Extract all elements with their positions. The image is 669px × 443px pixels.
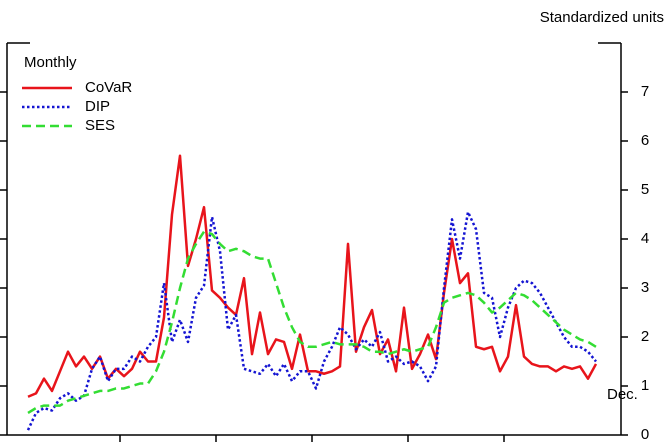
y-tick-label: 0 bbox=[641, 426, 649, 443]
series-line bbox=[26, 210, 597, 431]
legend-title: Monthly bbox=[24, 54, 77, 71]
y-tick-label: 4 bbox=[641, 230, 649, 247]
annotation: Dec. bbox=[607, 386, 638, 403]
y-tick-label: 5 bbox=[641, 181, 649, 198]
series-line bbox=[27, 154, 598, 398]
y-tick-label: 3 bbox=[641, 279, 649, 296]
legend-label: CoVaR bbox=[85, 79, 132, 96]
legend-label: SES bbox=[85, 117, 115, 134]
series-line bbox=[27, 230, 597, 415]
y-tick-label: 6 bbox=[641, 132, 649, 149]
y-tick-label: 2 bbox=[641, 328, 649, 345]
y-tick-label: 7 bbox=[641, 83, 649, 100]
y-axis-label: Standardized units bbox=[540, 9, 664, 26]
legend-label: DIP bbox=[85, 98, 110, 115]
y-tick-label: 1 bbox=[641, 377, 649, 394]
